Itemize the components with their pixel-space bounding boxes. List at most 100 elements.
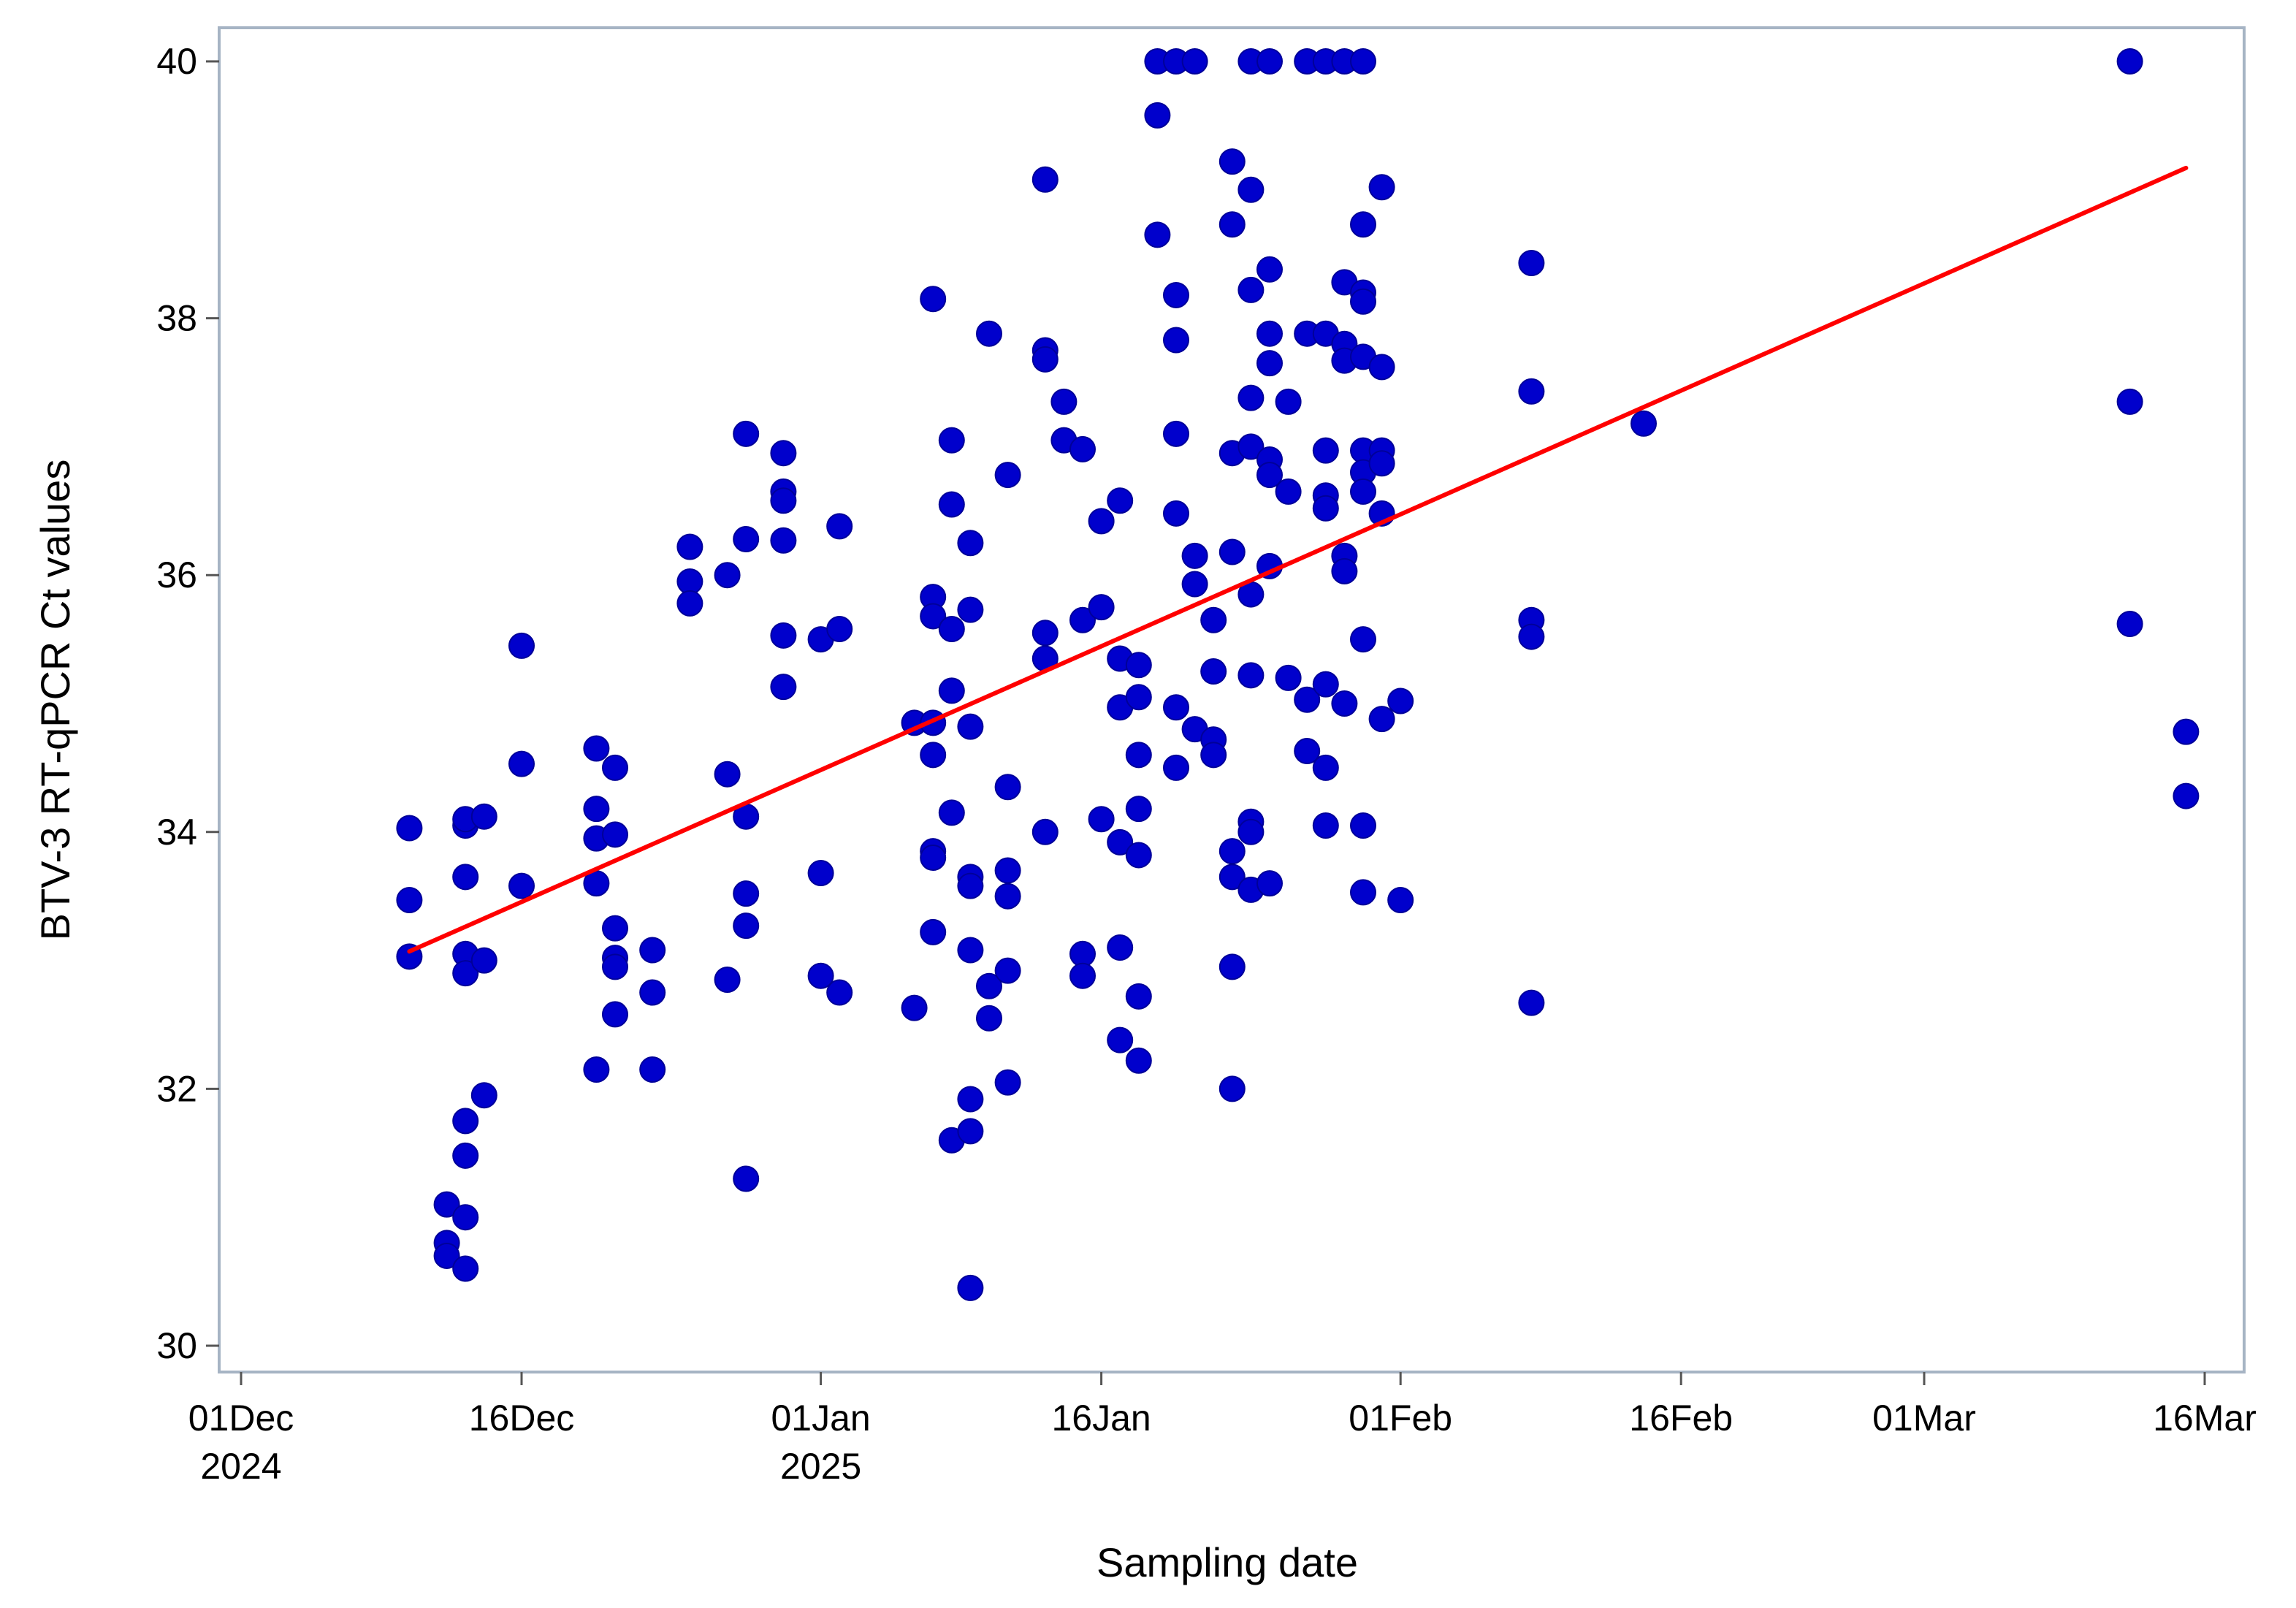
data-point (1237, 176, 1265, 203)
y-axis: 30 32 34 36 38 40 (156, 41, 219, 1366)
data-point (508, 750, 535, 777)
data-point (1237, 433, 1265, 460)
data-point (1107, 1026, 1134, 1053)
data-point (938, 427, 965, 454)
data-point (639, 979, 666, 1006)
data-point (602, 821, 628, 848)
data-point (1518, 623, 1545, 650)
data-point (714, 562, 741, 589)
data-point (1312, 437, 1339, 464)
data-point (1144, 102, 1171, 129)
data-point (1125, 983, 1152, 1010)
regression-line (407, 165, 2189, 954)
x-tick-label: 16Feb (1629, 1398, 1733, 1439)
y-tick-label: 32 (156, 1068, 197, 1109)
x-tick-label: 16Mar (2153, 1398, 2257, 1439)
data-point (1368, 354, 1395, 381)
data-point (938, 491, 965, 518)
data-point (994, 1069, 1021, 1096)
data-point (583, 796, 610, 823)
data-point (639, 937, 666, 964)
data-point (1069, 962, 1096, 989)
data-point (976, 320, 1002, 347)
data-point (1350, 879, 1376, 906)
data-point (1031, 620, 1059, 647)
data-point (733, 912, 760, 940)
data-point (1312, 671, 1339, 698)
data-point (733, 880, 760, 907)
data-point (1163, 754, 1189, 781)
data-point (1350, 812, 1376, 839)
data-point (1256, 256, 1283, 283)
data-point (1107, 828, 1134, 856)
data-point (1163, 694, 1189, 721)
data-point (1518, 378, 1545, 405)
data-point (1181, 571, 1208, 598)
data-point (1125, 796, 1152, 823)
data-point (1088, 594, 1115, 621)
data-point (452, 864, 479, 891)
data-point (1163, 327, 1189, 354)
y-tick-label: 36 (156, 555, 197, 595)
data-point (583, 735, 610, 762)
data-point (1237, 384, 1265, 411)
data-point (2116, 388, 2143, 415)
data-point (994, 957, 1021, 984)
x-axis-title: Sampling date (1096, 1539, 1358, 1585)
data-point (1387, 886, 1414, 913)
data-point (602, 754, 628, 781)
data-point (396, 815, 423, 842)
data-point (452, 1204, 479, 1231)
data-point (994, 774, 1021, 801)
data-point (1350, 478, 1376, 505)
data-point (1218, 148, 1246, 175)
data-point (1088, 806, 1115, 833)
data-point (1031, 166, 1059, 193)
data-point (1031, 346, 1059, 373)
data-point (433, 1242, 460, 1269)
x-tick-label: 16Jan (1051, 1398, 1151, 1439)
data-point (1125, 742, 1152, 769)
data-point (1125, 1047, 1152, 1074)
x-tick-label: 2025 (780, 1446, 861, 1487)
data-point (1050, 388, 1078, 415)
data-point (807, 962, 834, 989)
data-point (714, 966, 741, 993)
data-point (1218, 1075, 1246, 1102)
data-point (938, 799, 965, 826)
data-point (1518, 250, 1545, 277)
data-point (1631, 410, 1657, 437)
data-point (957, 530, 984, 557)
data-point (1368, 174, 1395, 201)
data-point (1163, 281, 1189, 308)
data-point (1350, 626, 1376, 653)
data-point (770, 440, 797, 467)
data-point (1368, 450, 1395, 477)
data-point (1218, 538, 1246, 565)
data-point (920, 742, 947, 769)
data-point (1218, 211, 1246, 238)
x-axis: 01Dec 2024 16Dec 01Jan 2025 16Jan 01Feb 16Feb 01… (188, 1372, 2257, 1487)
data-point (1275, 388, 1302, 415)
data-point (1200, 606, 1227, 633)
data-point (1368, 706, 1395, 733)
data-point (452, 1142, 479, 1169)
data-point (1518, 989, 1545, 1016)
data-point (733, 420, 760, 447)
data-point (920, 603, 947, 630)
data-point (1256, 48, 1283, 75)
x-tick-label: 01Jan (771, 1398, 870, 1439)
data-point (1275, 478, 1302, 505)
y-tick-label: 38 (156, 298, 197, 339)
data-point (1125, 652, 1152, 679)
data-point (826, 513, 853, 540)
data-point (452, 1255, 479, 1282)
data-point (938, 677, 965, 704)
data-point (602, 1001, 628, 1028)
data-point (1331, 557, 1358, 584)
data-point (733, 1165, 760, 1192)
data-point (602, 953, 628, 980)
data-point (508, 632, 535, 659)
data-point (2116, 48, 2143, 75)
